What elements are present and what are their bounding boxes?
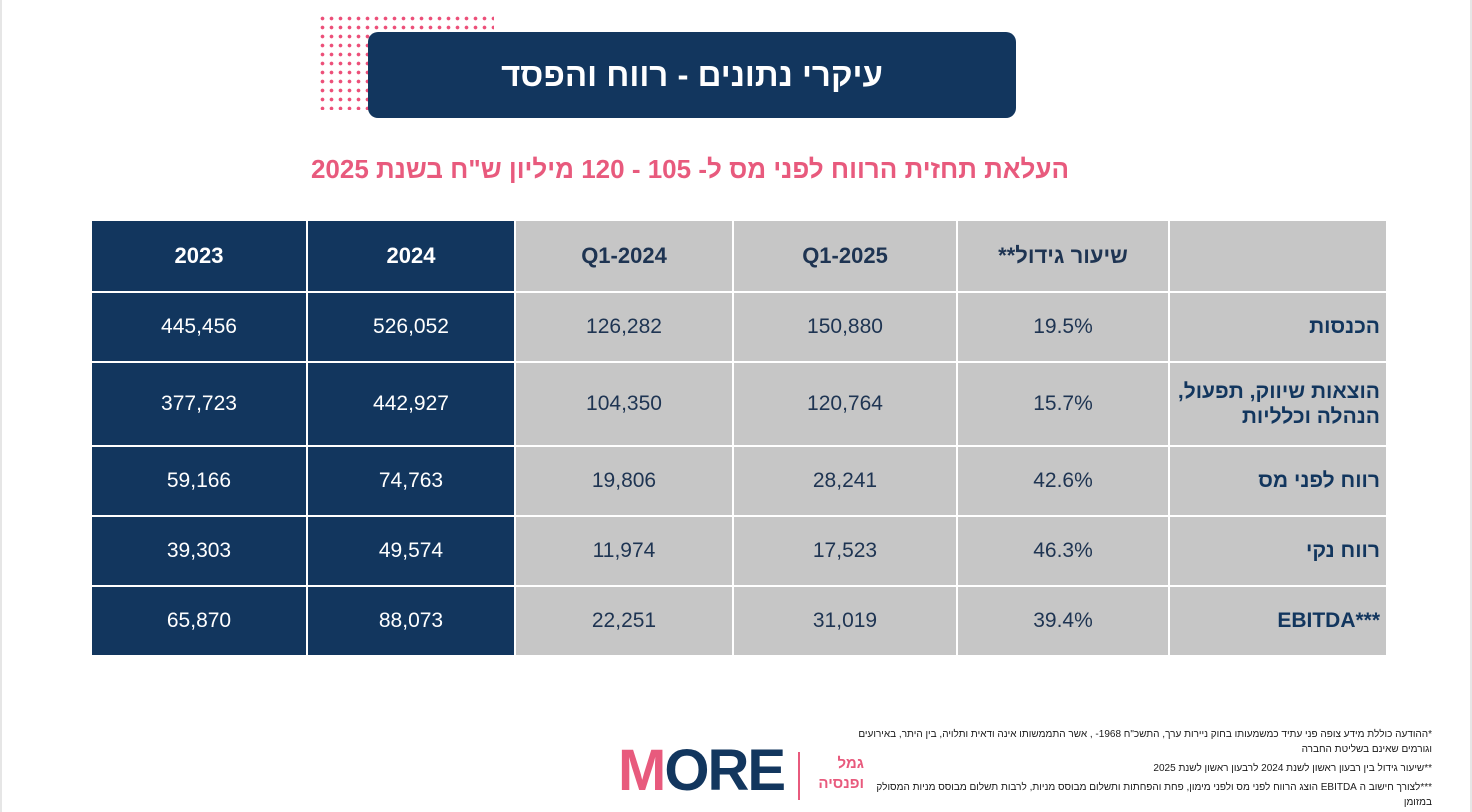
cell-q1-2025: 31,019 [732, 585, 958, 657]
row-label: הכנסות [1168, 291, 1388, 363]
logo-subtitle-line1: גמל [837, 755, 864, 772]
cell-2023: 65,870 [90, 585, 308, 657]
cell-2023: 59,166 [90, 445, 308, 517]
row-label: הוצאות שיווק, תפעול, הנהלה וכלליות [1168, 361, 1388, 447]
cell-q1-2025: 28,241 [732, 445, 958, 517]
cell-q1-2024: 19,806 [514, 445, 734, 517]
cell-growth: 15.7% [956, 361, 1170, 447]
more-logo: MORE גמל ופנסיה [618, 740, 868, 802]
logo-subtitle: גמל ופנסיה [808, 754, 864, 794]
cell-q1-2025: 120,764 [732, 361, 958, 447]
forecast-headline: העלאת תחזית הרווח לפני מס ל- 105 - 120 מ… [310, 154, 1070, 184]
table-row: 65,870 88,073 22,251 31,019 39.4% EBITDA… [90, 585, 1388, 657]
cell-q1-2024: 22,251 [514, 585, 734, 657]
cell-2024: 526,052 [306, 291, 516, 363]
header-q1-2025: Q1-2025 [732, 219, 958, 293]
cell-q1-2024: 126,282 [514, 291, 734, 363]
cell-growth: 42.6% [956, 445, 1170, 517]
row-label: רווח נקי [1168, 515, 1388, 587]
row-label: EBITDA*** [1168, 585, 1388, 657]
row-label: רווח לפני מס [1168, 445, 1388, 517]
header-label-blank [1168, 219, 1388, 293]
page-title: עיקרי נתונים - רווח והפסד [501, 56, 883, 93]
cell-2023: 445,456 [90, 291, 308, 363]
header-2024: 2024 [306, 219, 516, 293]
table-row: 445,456 526,052 126,282 150,880 19.5% הכ… [90, 291, 1388, 363]
table-row: 39,303 49,574 11,974 17,523 46.3% רווח נ… [90, 515, 1388, 587]
header-2023: 2023 [90, 219, 308, 293]
footnote-forward-looking: *ההודעה כוללת מידע צופה פני עתיד כמשמעות… [858, 729, 1432, 755]
table-row: 377,723 442,927 104,350 120,764 15.7% הו… [90, 361, 1388, 447]
header-growth-rate: שיעור גידול** [956, 219, 1170, 293]
header-q1-2024: Q1-2024 [514, 219, 734, 293]
cell-2023: 39,303 [90, 515, 308, 587]
cell-q1-2024: 11,974 [514, 515, 734, 587]
logo-wordmark: MORE [618, 738, 786, 803]
footnote-ebitda: ***לצורך חישוב ה EBITDA הוצג הרווח לפני … [876, 782, 1432, 808]
cell-2023: 377,723 [90, 361, 308, 447]
logo-letter-m: M [618, 738, 666, 803]
pnl-table: 2023 2024 Q1-2024 Q1-2025 שיעור גידול** … [90, 219, 1388, 657]
logo-subtitle-line2: ופנסיה [818, 775, 864, 792]
cell-q1-2025: 17,523 [732, 515, 958, 587]
logo-divider [798, 752, 800, 800]
cell-q1-2024: 104,350 [514, 361, 734, 447]
table-header-row: 2023 2024 Q1-2024 Q1-2025 שיעור גידול** [90, 219, 1388, 293]
cell-q1-2025: 150,880 [732, 291, 958, 363]
cell-growth: 46.3% [956, 515, 1170, 587]
logo-letters-ore: ORE [664, 738, 786, 803]
cell-growth: 19.5% [956, 291, 1170, 363]
cell-2024: 74,763 [306, 445, 516, 517]
cell-2024: 442,927 [306, 361, 516, 447]
title-banner: עיקרי נתונים - רווח והפסד [368, 32, 1016, 118]
footnote-growth-rate: **שיעור גידול בין רבעון ראשון לשנת 2024 … [1153, 763, 1432, 774]
footnotes: *ההודעה כוללת מידע צופה פני עתיד כמשמעות… [852, 727, 1432, 812]
table-row: 59,166 74,763 19,806 28,241 42.6% רווח ל… [90, 445, 1388, 517]
cell-2024: 49,574 [306, 515, 516, 587]
cell-growth: 39.4% [956, 585, 1170, 657]
cell-2024: 88,073 [306, 585, 516, 657]
